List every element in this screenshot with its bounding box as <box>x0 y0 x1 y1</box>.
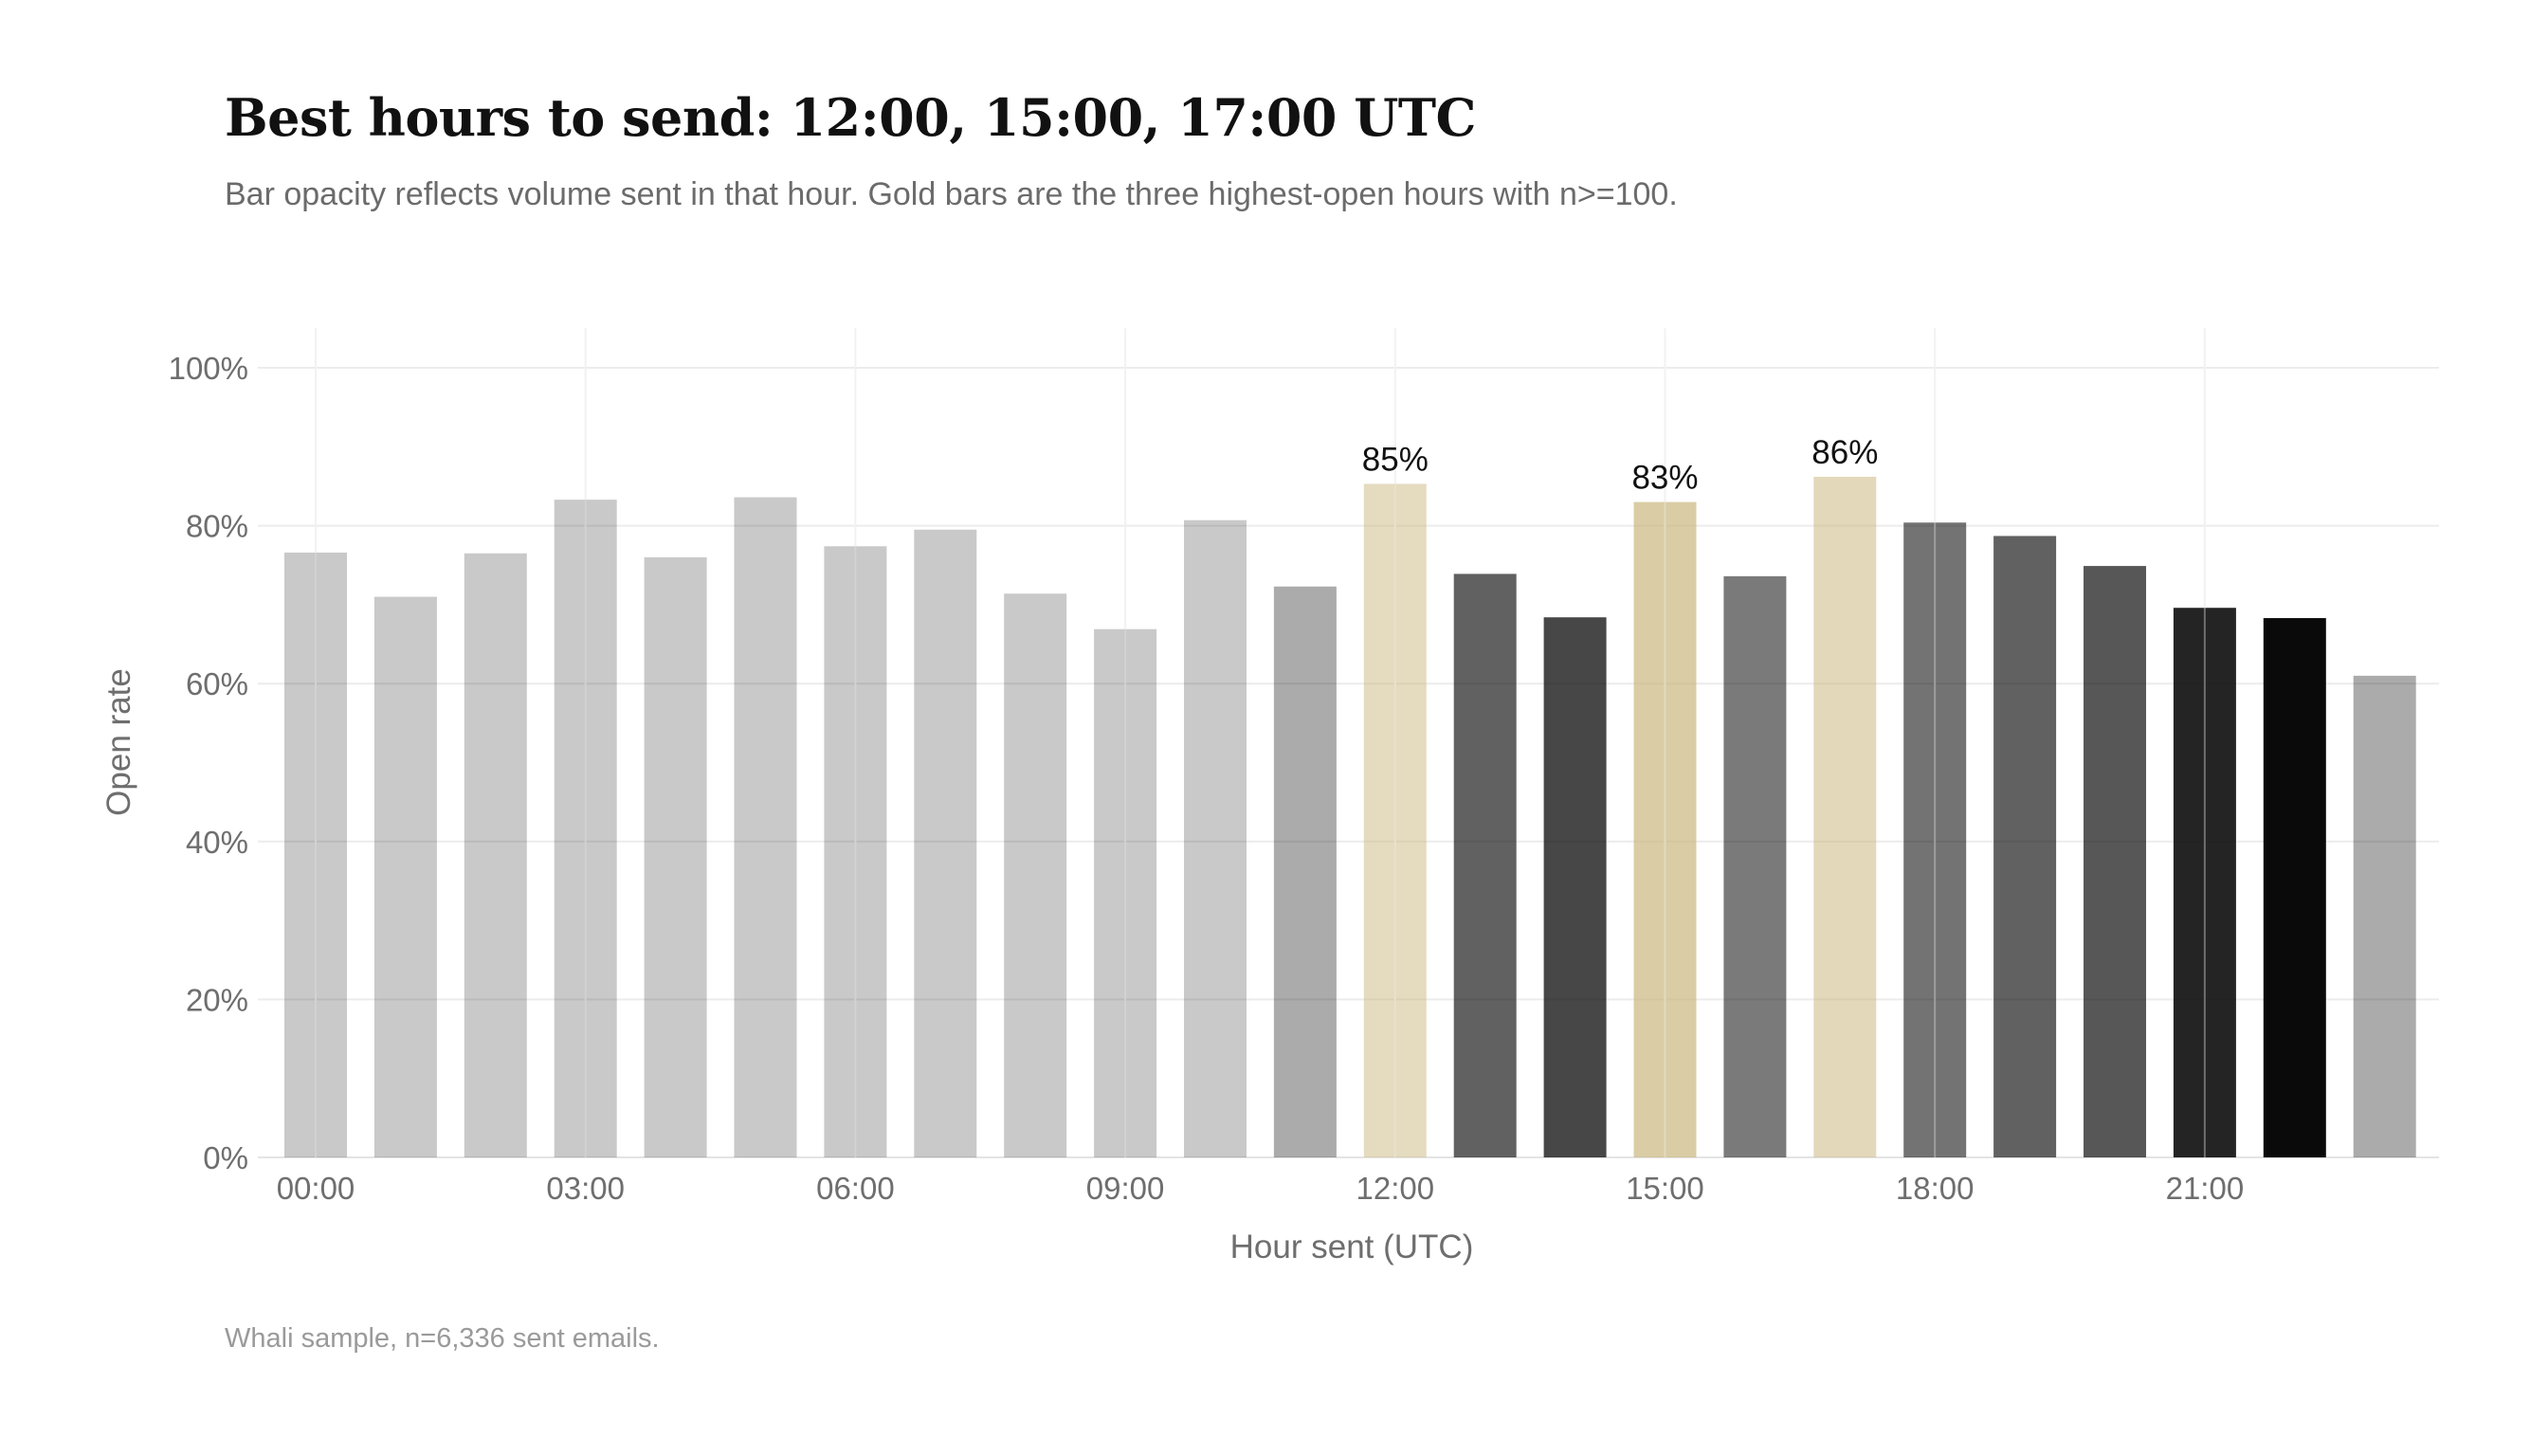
bar <box>914 529 977 1157</box>
x-tick-label: 21:00 <box>2166 1171 2245 1206</box>
bar <box>734 497 797 1157</box>
bar <box>554 500 617 1157</box>
x-tick-label: 06:00 <box>816 1171 895 1206</box>
x-axis-title: Hour sent (UTC) <box>1230 1228 1474 1265</box>
bar <box>824 546 887 1157</box>
bar <box>1453 573 1517 1157</box>
x-tick-label: 12:00 <box>1356 1171 1435 1206</box>
bar <box>464 553 527 1157</box>
bar <box>644 556 707 1157</box>
bar <box>373 596 437 1157</box>
y-tick-label: 40% <box>186 825 248 860</box>
y-tick-label: 0% <box>203 1140 248 1175</box>
bar-data-label: 85% <box>1362 441 1429 478</box>
bar <box>2173 608 2236 1157</box>
bar <box>1094 628 1157 1157</box>
chart-title: Best hours to send: 12:00, 15:00, 17:00 … <box>225 87 1477 148</box>
bar-highlighted <box>1363 483 1427 1157</box>
y-axis-title: Open rate <box>100 668 137 816</box>
y-tick-label: 100% <box>169 351 248 386</box>
bar <box>1273 586 1337 1157</box>
bar-data-label: 83% <box>1631 460 1698 497</box>
y-tick-label: 20% <box>186 982 248 1017</box>
x-tick-label: 18:00 <box>1896 1171 1975 1206</box>
bar <box>284 552 347 1157</box>
bars <box>284 476 2416 1158</box>
y-tick-label: 80% <box>186 509 248 544</box>
y-axis-ticks: 0% 20% 40% 60% 80% 100% <box>169 351 248 1175</box>
chart-subtitle: Bar opacity reflects volume sent in that… <box>225 176 1678 212</box>
x-tick-label: 00:00 <box>277 1171 355 1206</box>
bar-highlighted <box>1813 476 1877 1158</box>
bar <box>1543 617 1607 1157</box>
data-labels: 85% 83% 86% <box>1362 434 1879 497</box>
x-tick-label: 03:00 <box>546 1171 625 1206</box>
bar-data-label: 86% <box>1811 434 1878 471</box>
bar <box>1903 522 1967 1157</box>
bar-highlighted <box>1633 501 1697 1157</box>
bar <box>2263 618 2326 1157</box>
x-tick-label: 09:00 <box>1086 1171 1165 1206</box>
vertical-grid-lines <box>315 328 2206 1157</box>
bar <box>1184 519 1247 1157</box>
x-tick-label: 15:00 <box>1626 1171 1704 1206</box>
bar <box>1004 593 1067 1157</box>
bar <box>2084 566 2146 1157</box>
x-axis-ticks: 00:00 03:00 06:00 09:00 12:00 15:00 18:00 21:00 <box>277 1171 2244 1206</box>
y-tick-label: 60% <box>186 666 248 701</box>
chart-caption: Whali sample, n=6,336 sent emails. <box>225 1323 660 1354</box>
bar <box>2353 675 2416 1157</box>
bar <box>1723 575 1787 1157</box>
bar <box>1993 536 2057 1157</box>
